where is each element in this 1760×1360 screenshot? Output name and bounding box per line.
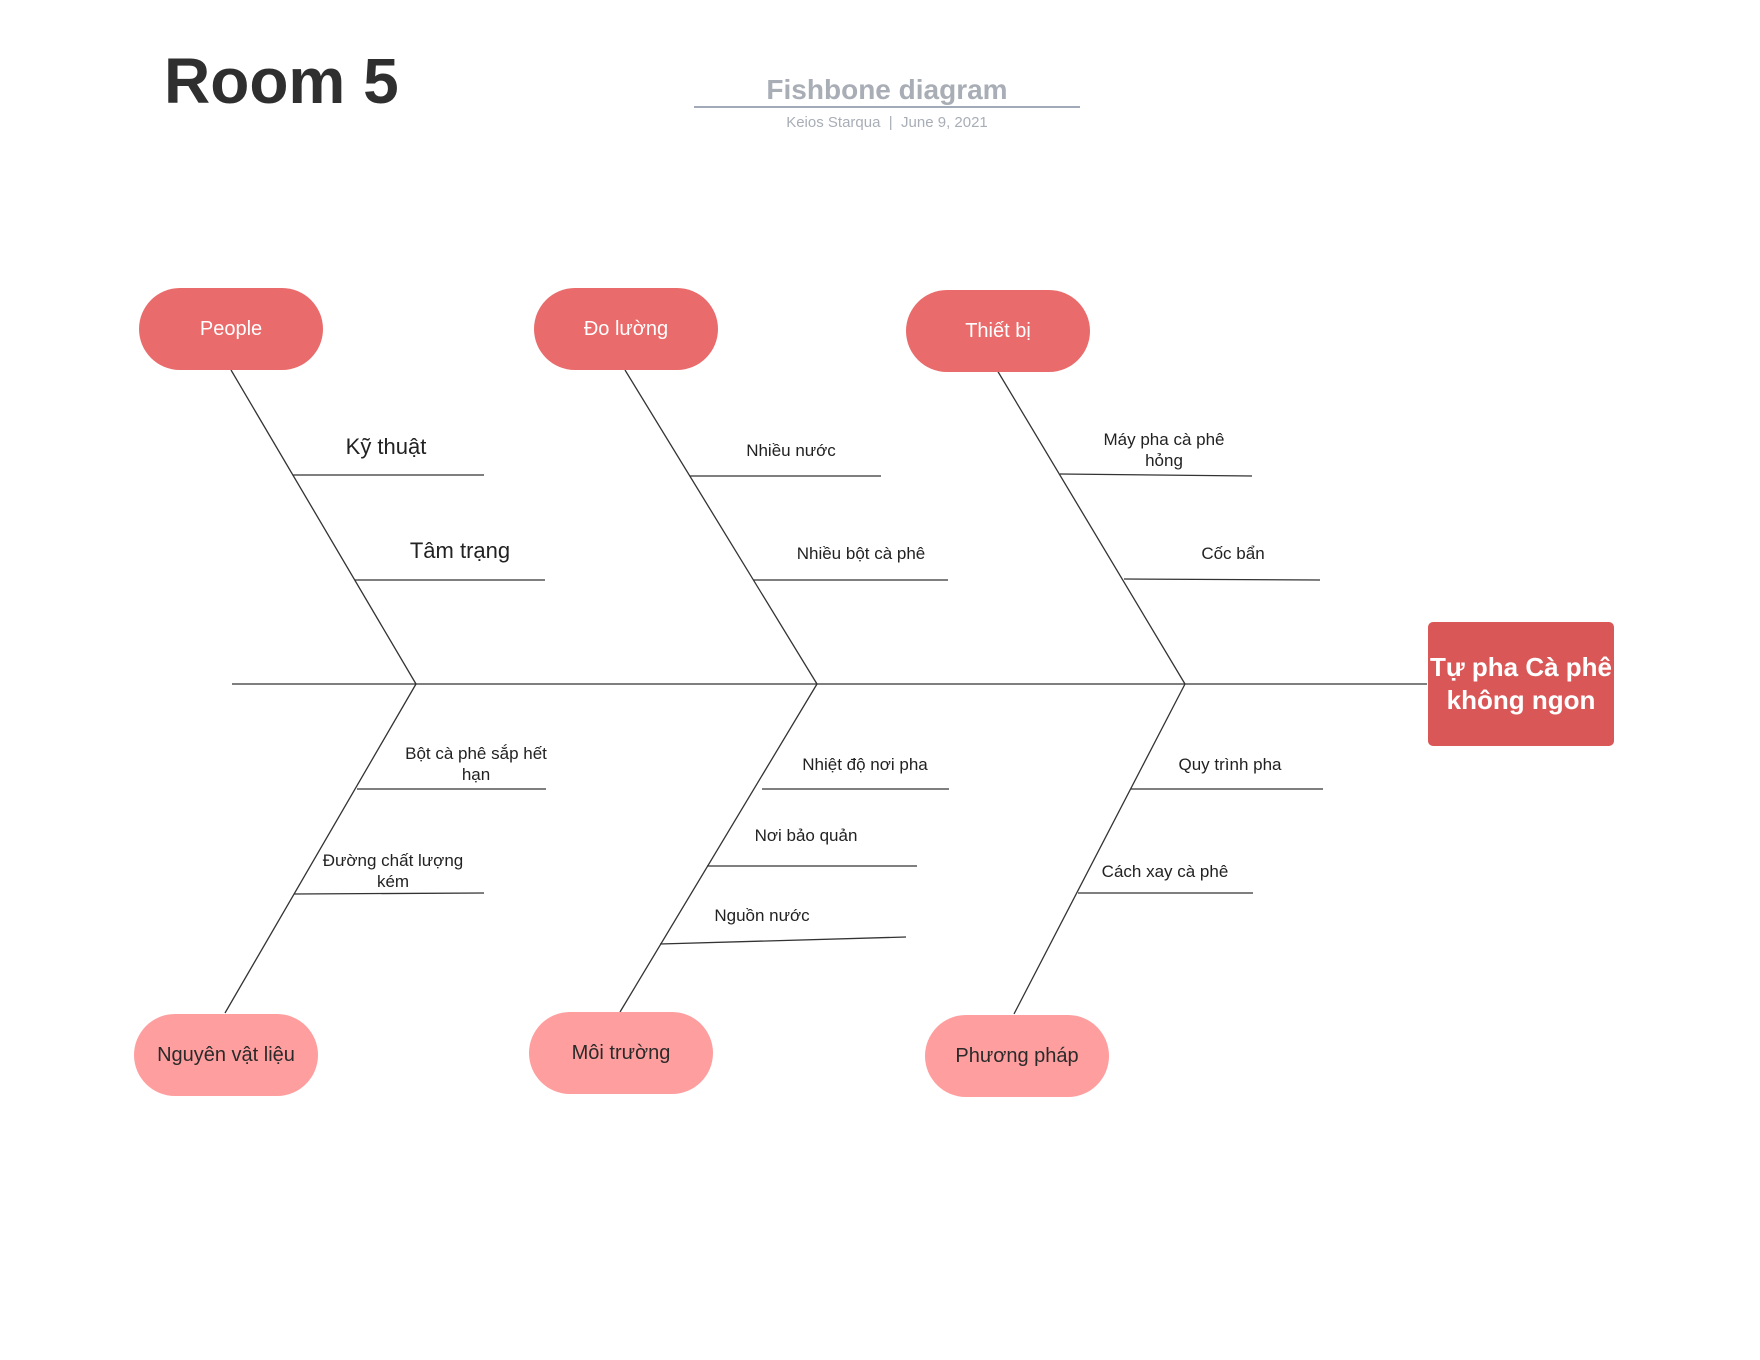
document-meta: Keios Starqua | June 9, 2021	[694, 114, 1080, 131]
effect-box[interactable]: Tự pha Cà phê không ngon	[1428, 622, 1614, 746]
cause-line	[659, 936, 907, 945]
page-title: Room 5	[164, 45, 399, 117]
cause-line	[293, 892, 485, 895]
bone-people	[230, 369, 417, 685]
cause-label: Nguồn nước	[714, 906, 810, 925]
category-nguyen-vat-lieu[interactable]: Nguyên vật liệu	[134, 1014, 318, 1096]
cause-label: Nhiều nước	[746, 441, 836, 460]
bone-thiet-bi	[996, 369, 1186, 685]
bone-do-luong	[624, 369, 818, 685]
cause-label: Máy pha cà phê hỏng	[1103, 430, 1225, 470]
bone-nguyen-vat-lieu	[224, 683, 417, 1014]
meta-separator: |	[888, 114, 893, 131]
category-phuong-phap[interactable]: Phương pháp	[925, 1015, 1109, 1097]
cause-label: Tâm trạng	[409, 538, 511, 563]
category-thiet-bi[interactable]: Thiết bị	[906, 290, 1090, 372]
cause-label: Đường chất lượng kém	[322, 851, 464, 891]
cause-line	[1059, 473, 1253, 477]
cause-label: Kỹ thuật	[345, 434, 427, 459]
title-underline	[694, 106, 1080, 108]
cause-label: Cách xay cà phê	[1101, 862, 1229, 881]
category-moi-truong[interactable]: Môi trường	[529, 1012, 713, 1094]
cause-label: Nơi bảo quản	[754, 826, 858, 845]
cause-label: Bột cà phê sắp hết hạn	[405, 744, 547, 784]
author: Keios Starqua	[786, 114, 881, 131]
date: June 9, 2021	[901, 114, 988, 131]
bone-moi-truong	[619, 683, 818, 1013]
category-do-luong[interactable]: Đo lường	[534, 288, 718, 370]
cause-line	[1123, 578, 1321, 581]
bone-phuong-phap	[1013, 683, 1186, 1015]
document-title: Fishbone diagram	[766, 74, 1008, 105]
cause-label: Cốc bẩn	[1201, 544, 1265, 563]
cause-label: Quy trình pha	[1178, 755, 1282, 774]
cause-label: Nhiệt độ nơi pha	[802, 755, 928, 774]
category-people[interactable]: People	[139, 288, 323, 370]
cause-label: Nhiều bột cà phê	[796, 544, 926, 563]
